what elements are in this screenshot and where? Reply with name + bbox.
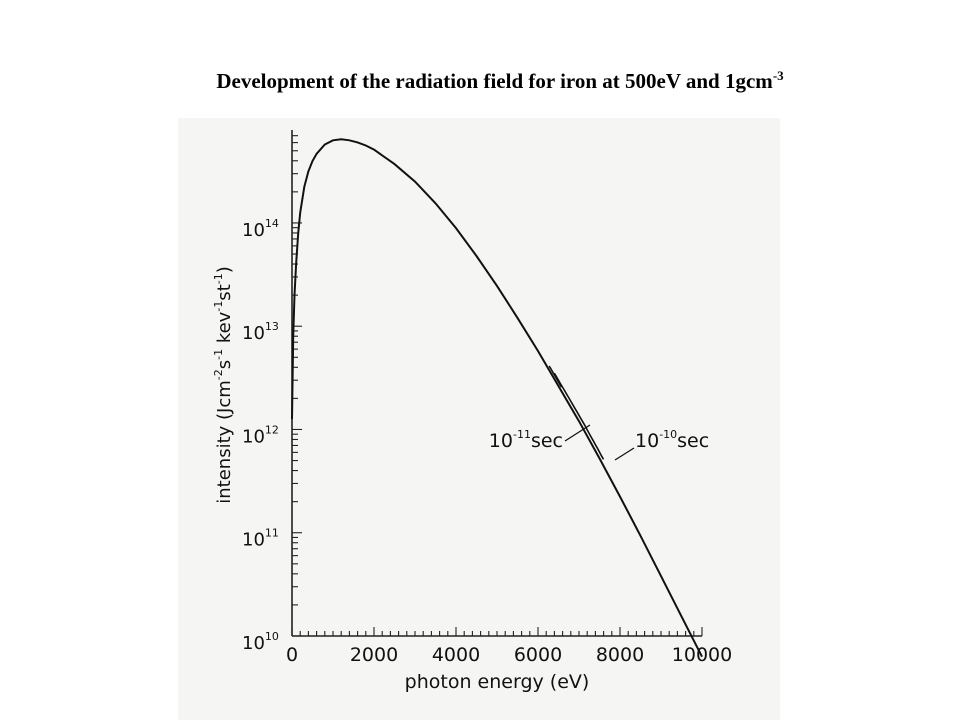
y-tick-exponent: 12 bbox=[265, 423, 279, 436]
x-axis-label: photon energy (eV) bbox=[405, 671, 590, 693]
y-tick-base: 10 bbox=[242, 530, 265, 551]
x-tick-label: 6000 bbox=[514, 644, 562, 666]
y-tick-exponent: 11 bbox=[265, 527, 279, 540]
y-axis-label-text: intensity (Jcm bbox=[214, 380, 235, 504]
annotation-t11-unit: sec bbox=[531, 430, 563, 452]
y-tick-base: 10 bbox=[242, 323, 265, 344]
annotation-t11: 10-11sec bbox=[489, 428, 563, 452]
slide-title-exponent: -3 bbox=[772, 68, 784, 83]
y-tick-label: 1012 bbox=[242, 423, 279, 447]
x-tick-labels: 0 2000 4000 6000 8000 10000 bbox=[286, 644, 732, 666]
y-tick-label: 1014 bbox=[242, 217, 279, 241]
curve-split-t10 bbox=[548, 365, 563, 388]
y-tick-exponent: 13 bbox=[265, 320, 279, 333]
y-axis-label-exponent: -1 bbox=[212, 273, 225, 284]
y-axis-label: intensity (Jcm-2s-1 kev-1st-1) bbox=[212, 266, 235, 504]
annotation-t11-base: 10 bbox=[489, 430, 513, 452]
chart-scan: 1010 1011 1012 1013 1014 0 2000 4000 6000 8000 10… bbox=[178, 118, 780, 720]
annotation-t10-unit: sec bbox=[677, 430, 709, 452]
y-tick-label: 1010 bbox=[242, 630, 279, 654]
annotation-t10-base: 10 bbox=[635, 430, 659, 452]
y-tick-base: 10 bbox=[242, 426, 265, 447]
y-tick-label: 1013 bbox=[242, 320, 279, 344]
y-axis-label-exponent: -1 bbox=[212, 301, 225, 312]
slide-title: Development of the radiation field for i… bbox=[0, 68, 960, 94]
y-axis-label-exponent: -1 bbox=[212, 349, 225, 360]
annotation-leader-t10 bbox=[614, 447, 635, 461]
x-tick-label: 0 bbox=[286, 644, 298, 666]
annotation-leader-t11 bbox=[564, 424, 591, 442]
y-tick-base: 10 bbox=[242, 633, 265, 654]
y-tick-exponent: 14 bbox=[265, 217, 279, 230]
x-tick-label: 8000 bbox=[596, 644, 644, 666]
y-axis-label-text: st bbox=[214, 284, 235, 300]
y-axis-label-text: ) bbox=[214, 266, 235, 273]
axis-ticks bbox=[291, 135, 703, 637]
curve-split-t11 bbox=[553, 372, 605, 460]
y-axis-label-text: kev bbox=[214, 311, 235, 349]
slide-title-text: Development of the radiation field for i… bbox=[216, 69, 773, 93]
y-axis-label-text: s bbox=[214, 360, 235, 369]
y-tick-base: 10 bbox=[242, 220, 265, 241]
y-axis-label-exponent: -2 bbox=[212, 369, 225, 380]
annotation-t10: 10-10sec bbox=[635, 428, 709, 452]
x-tick-label: 2000 bbox=[350, 644, 398, 666]
annotation-t11-sup: -11 bbox=[513, 428, 531, 441]
curve-series-main bbox=[291, 138, 703, 658]
x-tick-label: 4000 bbox=[432, 644, 480, 666]
y-tick-label: 1011 bbox=[242, 527, 279, 551]
y-tick-exponent: 10 bbox=[265, 630, 279, 643]
annotation-t10-sup: -10 bbox=[659, 428, 677, 441]
